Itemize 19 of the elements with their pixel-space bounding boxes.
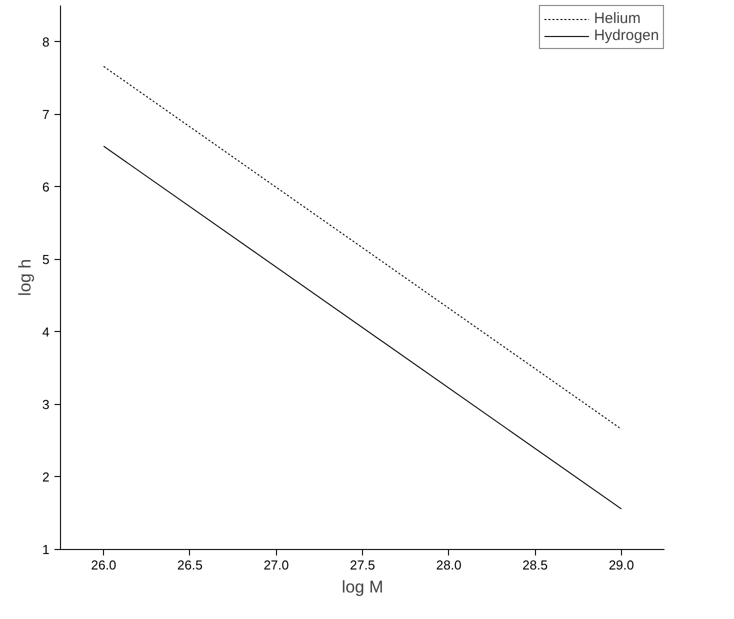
- x-tick-label: 26.5: [177, 558, 203, 572]
- y-tick-label: 8: [42, 34, 50, 50]
- x-tick-label: 28.0: [436, 558, 462, 572]
- legend-label: Helium: [594, 10, 641, 27]
- x-tick-label: 27.0: [264, 558, 289, 572]
- y-tick-label: 5: [42, 252, 50, 267]
- x-tick-label: 29.0: [608, 558, 634, 572]
- x-tick-label: 28.5: [522, 558, 548, 572]
- y-tick-label: 3: [42, 396, 50, 412]
- y-tick-label: 2: [42, 469, 50, 484]
- y-tick-label: 7: [42, 106, 50, 122]
- y-tick-label: 6: [42, 179, 50, 194]
- x-tick-label: 26.0: [90, 558, 116, 572]
- y-tick-label: 1: [42, 542, 50, 557]
- y-axis-title: log h: [15, 259, 34, 296]
- x-axis-title: log M: [342, 578, 384, 596]
- legend-label: Hydrogen: [594, 27, 659, 44]
- y-tick-label: 4: [42, 324, 50, 340]
- x-tick-label: 27.5: [350, 558, 376, 572]
